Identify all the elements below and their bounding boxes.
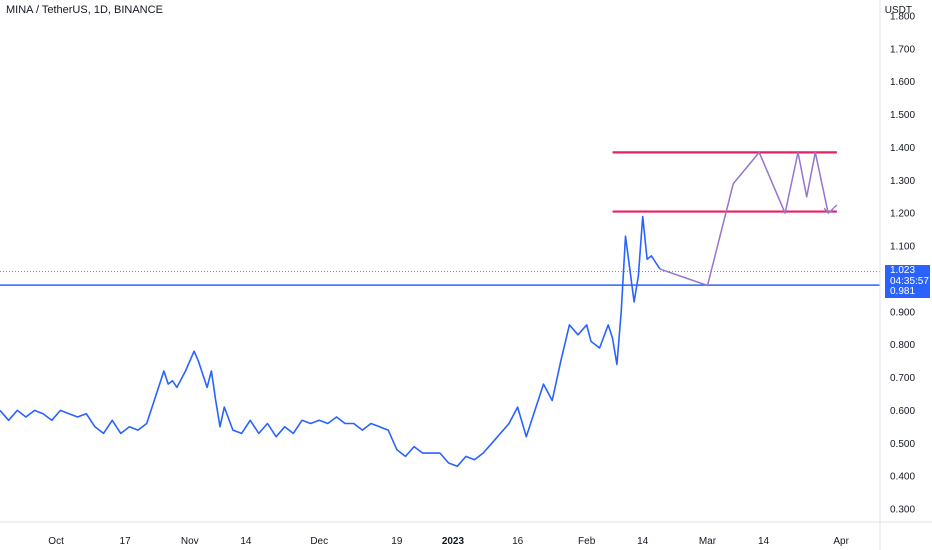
last-price-value: 1.023 [890,265,916,277]
x-tick-label: 16 [512,536,524,547]
y-tick-label: 0.900 [890,307,915,318]
y-tick-label: 0.700 [890,373,915,384]
x-tick-label: Oct [48,536,64,547]
x-tick-label: 19 [391,536,403,547]
x-tick-label: 14 [758,536,770,547]
price-series [0,215,661,468]
drawings [612,151,838,287]
y-tick-label: 1.600 [890,77,915,88]
price-line[interactable] [0,215,661,468]
x-axis[interactable]: Oct 17 Nov 14 Dec 19 2023 16 Feb 14 Mar 14 Apr [0,521,932,547]
level-lines [0,270,880,286]
y-tick-label: 1.500 [890,110,915,121]
y-tick-label: 0.300 [890,505,915,516]
projection-path[interactable] [659,151,829,287]
y-tick-label: 0.800 [890,340,915,351]
x-tick-label: Nov [181,536,199,547]
symbol-title[interactable]: MINA / TetherUS, 1D, BINANCE [6,4,163,16]
y-tick-label: 1.300 [890,176,915,187]
y-tick-label: 1.800 [890,12,915,23]
y-axis[interactable]: 0.300 0.400 0.500 0.600 0.700 0.800 0.900 1.100… [879,0,915,550]
y-tick-label: 0.400 [890,472,915,483]
x-tick-label: Mar [699,536,717,547]
x-tick-label: 14 [240,536,252,547]
last-price-badge: 1.023 04:35:57 [885,265,930,288]
x-tick-label: 14 [637,536,649,547]
y-tick-label: 0.500 [890,439,915,450]
countdown-value: 04:35:57 [890,276,929,288]
y-tick-label: 1.100 [890,242,915,253]
x-tick-label: Feb [578,536,596,547]
y-tick-label: 1.400 [890,143,915,154]
currency-label: USDT [884,5,912,16]
x-tick-label: 2023 [442,536,465,547]
x-tick-label: Dec [310,536,328,547]
level-price-value: 0.981 [890,286,916,298]
y-tick-label: 1.200 [890,209,915,220]
projection-tail [827,204,838,214]
x-tick-label: 17 [120,536,132,547]
y-tick-label: 0.600 [890,406,915,417]
level-price-badge: 0.981 [885,286,930,299]
x-tick-label: Apr [833,536,849,547]
y-tick-label: 1.700 [890,44,915,55]
